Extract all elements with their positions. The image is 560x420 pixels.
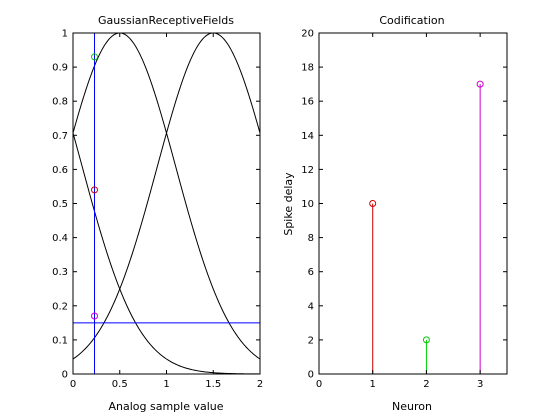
- intersection-marker: [91, 53, 99, 61]
- stem-marker: [369, 200, 377, 207]
- receptive-fields-y-tick-label: 0.5: [52, 199, 68, 210]
- receptive-fields-y-tick-label: 0.1: [52, 335, 68, 346]
- codification-y-tick-label: 4: [308, 301, 314, 312]
- codification-x-tick-label: 3: [477, 379, 483, 390]
- receptive-fields-y-tick-label: 0: [62, 370, 68, 381]
- receptive-fields-y-tick-label: 0.9: [52, 63, 68, 74]
- receptive-fields-y-tick-label: 0.2: [52, 301, 68, 312]
- codification-y-tick-label: 14: [301, 131, 314, 142]
- codification-x-tick-label: 1: [370, 379, 376, 390]
- stem-marker: [422, 336, 430, 344]
- codification-y-tick-label: 0: [308, 370, 314, 381]
- codification-y-tick-label: 10: [301, 199, 314, 210]
- receptive-fields-x-tick-label: 0: [70, 379, 76, 390]
- intersection-marker: [91, 312, 99, 320]
- receptive-fields-y-tick-label: 0.8: [52, 97, 68, 108]
- codification-y-tick-label: 16: [301, 97, 314, 108]
- receptive-fields-panel: GaussianReceptiveFields 0 0.5 1 1.5 2 0 0.1 0.2…: [52, 14, 263, 413]
- codification-plot-area: [369, 80, 484, 374]
- codification-x-tick-label: 0: [316, 379, 322, 390]
- receptive-fields-x-tick-label: 2: [257, 379, 263, 390]
- codification-y-tick-label: 6: [308, 267, 314, 278]
- receptive-fields-title: GaussianReceptiveFields: [98, 14, 234, 27]
- codification-y-axis-label: Spike delay: [282, 172, 295, 236]
- receptive-fields-x-tick-label: 0.5: [112, 379, 128, 390]
- codification-y-tick-label: 12: [301, 165, 314, 176]
- stem-marker: [476, 80, 484, 88]
- receptive-fields-x-tick-label: 1: [163, 379, 169, 390]
- receptive-fields-y-tick-label: 0.4: [52, 233, 68, 244]
- codification-x-tick-label: 2: [423, 379, 429, 390]
- codification-x-axis-label: Neuron: [392, 400, 432, 413]
- receptive-fields-y-tick-label: 1: [62, 29, 68, 40]
- gaussian-curve: [72, 132, 260, 375]
- gaussian-curve: [72, 32, 261, 360]
- intersection-marker: [91, 186, 99, 194]
- codification-y-tick-label: 8: [308, 233, 314, 244]
- codification-y-tick-label: 2: [308, 335, 314, 346]
- receptive-fields-plot-area: [72, 32, 261, 375]
- receptive-fields-x-axis-label: Analog sample value: [108, 400, 223, 413]
- receptive-fields-ticks: 0 0.5 1 1.5 2 0 0.1 0.2 0.3 0.4 0.5 0.6 0.7 0.8 0.9 1: [52, 29, 263, 391]
- receptive-fields-y-tick-label: 0.6: [52, 165, 68, 176]
- codification-axes-box: [318, 32, 508, 375]
- receptive-fields-y-tick-label: 0.3: [52, 267, 68, 278]
- receptive-fields-x-tick-label: 1.5: [205, 379, 221, 390]
- receptive-fields-y-tick-label: 0.7: [52, 131, 68, 142]
- gaussian-curve: [72, 32, 261, 360]
- codification-y-tick-label: 18: [301, 63, 314, 74]
- codification-title: Codification: [379, 14, 444, 27]
- codification-y-tick-label: 20: [301, 29, 314, 40]
